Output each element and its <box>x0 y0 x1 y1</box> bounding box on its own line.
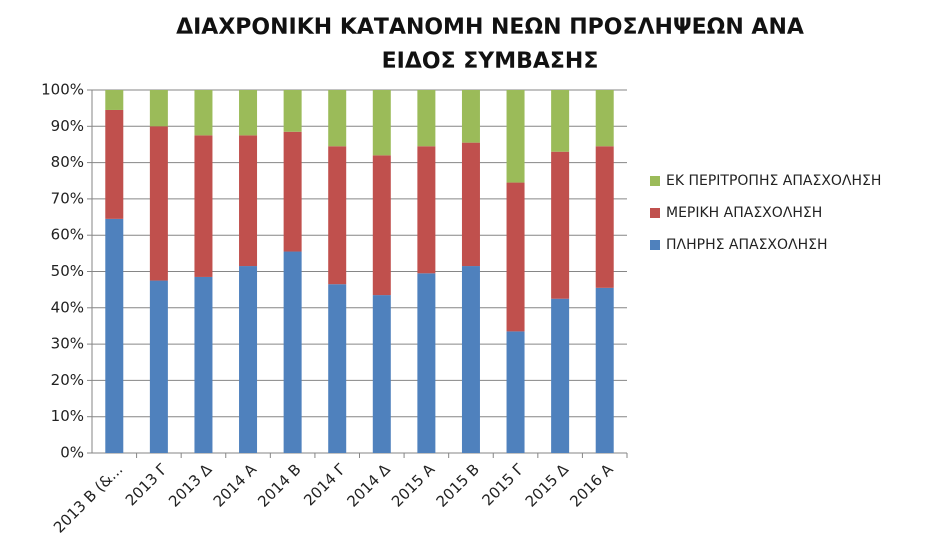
bar-segment <box>595 287 614 453</box>
bar-segment <box>194 90 213 136</box>
bar-segment <box>149 126 168 281</box>
x-tick-label: 2015 Β <box>433 460 483 510</box>
legend-swatch <box>650 176 660 186</box>
bar-segment <box>551 151 570 299</box>
y-tick-label: 70% <box>51 189 84 207</box>
y-tick-label: 80% <box>51 153 84 171</box>
legend-swatch <box>650 208 660 218</box>
bar-segment <box>328 146 347 285</box>
bar-segment <box>461 142 480 267</box>
x-tick-label: 2013 Δ <box>165 460 216 511</box>
bar-segment <box>461 90 480 143</box>
y-tick-label: 0% <box>60 444 84 462</box>
y-tick-label: 60% <box>51 226 84 244</box>
x-tick-label: 2013 Γ <box>122 460 171 509</box>
y-tick-label: 90% <box>51 117 84 135</box>
x-tick-label: 2015 Γ <box>479 460 528 509</box>
bar-segment <box>239 135 258 267</box>
bar-segment <box>551 90 570 152</box>
x-tick-label: 2015 Δ <box>522 460 573 511</box>
bar-segment <box>239 90 258 136</box>
bar-segment <box>105 109 124 219</box>
bar-segment <box>417 146 436 274</box>
bar-segment <box>283 131 302 252</box>
x-tick-label: 2014 Β <box>254 460 304 510</box>
legend-label: ΜΕΡΙΚΗ ΑΠΑΣΧΟΛΗΣΗ <box>666 205 822 221</box>
legend-label: ΕΚ ΠΕΡΙΤΡΟΠΗΣ ΑΠΑΣΧΟΛΗΣΗ <box>666 173 881 189</box>
bar-segment <box>149 280 168 453</box>
bar-segment <box>461 266 480 453</box>
y-tick-label: 20% <box>51 371 84 389</box>
bar-segment <box>105 90 124 110</box>
bar-segment <box>372 155 391 296</box>
bar-segment <box>328 90 347 147</box>
y-tick-label: 30% <box>51 335 84 353</box>
x-tick-label: 2014 Δ <box>343 460 394 511</box>
bar-segment <box>283 90 302 132</box>
bar-segment <box>149 90 168 127</box>
y-tick-label: 10% <box>51 407 84 425</box>
x-tick-label: 2014 Γ <box>300 460 349 509</box>
x-tick-label: 2015 Α <box>388 460 439 511</box>
bar-segment <box>105 218 124 453</box>
x-tick-label: 2016 Α <box>566 460 617 511</box>
chart-title: ΕΙΔΟΣ ΣΥΜΒΑΣΗΣ <box>382 49 599 74</box>
bar-segment <box>194 276 213 453</box>
y-tick-label: 100% <box>41 81 84 99</box>
bar-segment <box>417 273 436 453</box>
y-tick-label: 50% <box>51 262 84 280</box>
bar-segment <box>239 266 258 453</box>
bar-segment <box>372 90 391 156</box>
bar-segment <box>417 90 436 147</box>
bar-segment <box>551 298 570 453</box>
chart-title: ΔΙΑΧΡΟΝΙΚΗ ΚΑΤΑΝΟΜΗ ΝΕΩΝ ΠΡΟΣΛΗΨΕΩΝ ΑΝΑ <box>176 15 804 40</box>
y-tick-label: 40% <box>51 298 84 316</box>
bar-segment <box>595 146 614 288</box>
bar-segment <box>328 284 347 453</box>
bar-segment <box>595 90 614 147</box>
bar-segment <box>506 331 525 453</box>
x-tick-label: 2013 Β (&... <box>50 460 126 536</box>
bar-segment <box>194 135 213 277</box>
legend-label: ΠΛΗΡΗΣ ΑΠΑΣΧΟΛΗΣΗ <box>666 237 828 253</box>
legend-swatch <box>650 240 660 250</box>
bar-segment <box>372 295 391 453</box>
bar-segment <box>283 251 302 453</box>
bar-segment <box>506 182 525 332</box>
x-tick-label: 2014 Α <box>210 460 261 511</box>
bar-segment <box>506 90 525 183</box>
